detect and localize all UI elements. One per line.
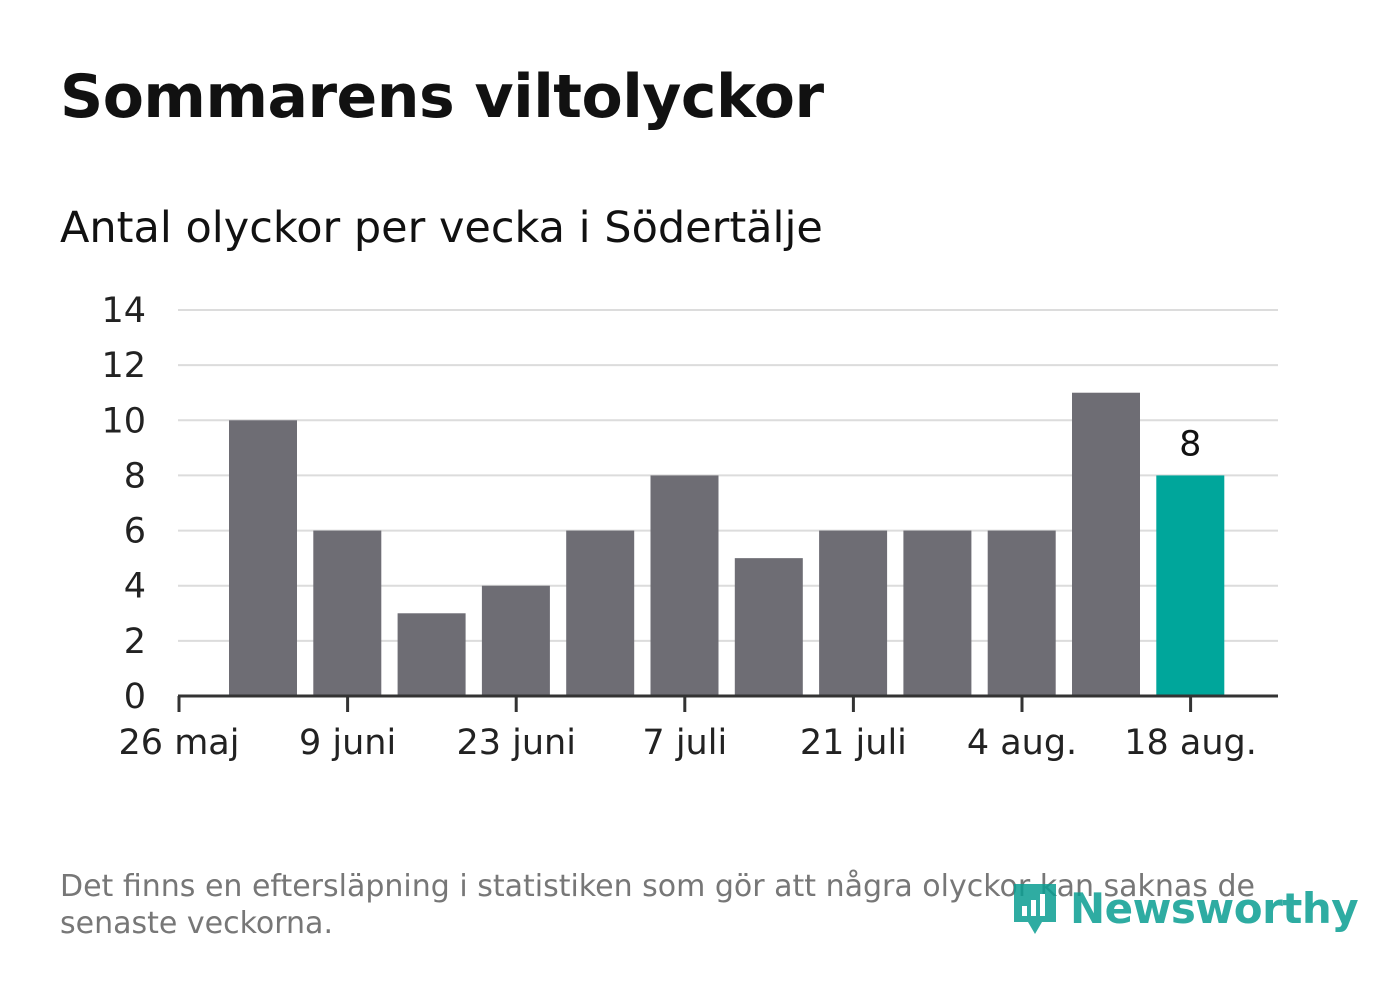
y-tick-label: 2 xyxy=(124,622,146,662)
bar xyxy=(734,558,803,696)
bar xyxy=(313,530,382,696)
y-tick-label: 10 xyxy=(101,401,146,441)
x-tick-label: 4 aug. xyxy=(967,723,1077,763)
x-tick-label: 21 juli xyxy=(800,723,907,763)
y-tick-label: 14 xyxy=(101,291,146,331)
y-tick-label: 0 xyxy=(124,677,146,717)
bar xyxy=(397,613,466,696)
y-tick-label: 12 xyxy=(101,346,146,386)
bar xyxy=(566,530,635,696)
bar xyxy=(903,530,972,696)
newsworthy-logo: Newsworthy xyxy=(1010,876,1359,940)
newsworthy-logo-icon xyxy=(1014,884,1056,934)
bar xyxy=(481,585,550,696)
x-tick-label: 23 juni xyxy=(456,723,575,763)
x-tick-label: 9 juni xyxy=(299,723,396,763)
chart-subtitle: Antal olyckor per vecka i Södertälje xyxy=(60,203,823,253)
bar xyxy=(1072,392,1140,696)
x-tick-label: 7 juli xyxy=(642,723,727,763)
bar xyxy=(987,530,1056,696)
bar-value-label: 8 xyxy=(1179,424,1201,464)
x-tick-label: 26 maj xyxy=(119,723,240,763)
bar xyxy=(650,475,719,696)
newsworthy-logo-text: Newsworthy xyxy=(1070,883,1359,933)
bar xyxy=(819,530,888,696)
bar-highlight xyxy=(1156,475,1225,696)
y-tick-label: 6 xyxy=(124,512,146,552)
bar xyxy=(229,420,297,696)
y-tick-label: 8 xyxy=(124,456,146,496)
y-tick-label: 4 xyxy=(124,567,146,607)
x-tick-label: 18 aug. xyxy=(1124,723,1257,763)
chart-title: Sommarens viltolyckor xyxy=(60,62,824,132)
